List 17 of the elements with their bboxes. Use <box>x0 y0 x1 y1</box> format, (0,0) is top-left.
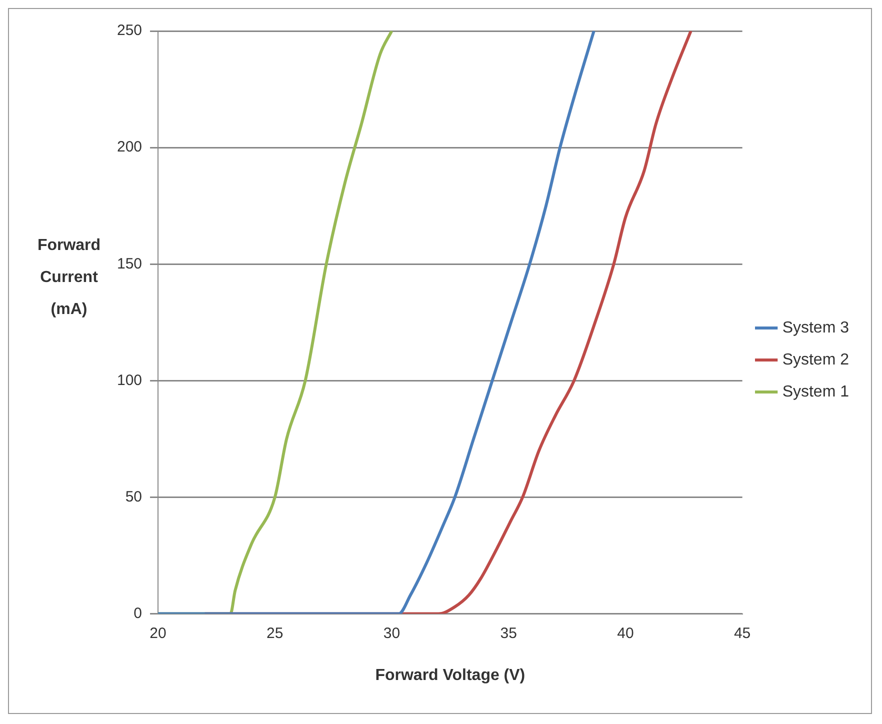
legend-label: System 3 <box>782 319 850 336</box>
x-tick-label: 25 <box>266 624 284 642</box>
x-tick-label: 35 <box>500 624 517 642</box>
x-tick-label: 40 <box>617 624 634 642</box>
y-tick-label: 100 <box>116 372 142 389</box>
legend-label: System 1 <box>782 383 850 400</box>
y-tick-label: 0 <box>134 604 142 622</box>
y-tick-label: 250 <box>116 22 142 40</box>
y-tick-label: 200 <box>116 138 142 156</box>
x-axis-title: Forward Voltage (V) <box>375 666 526 684</box>
y-tick-label: 150 <box>116 255 142 272</box>
legend-label: System 2 <box>782 351 850 368</box>
x-tick-label: 20 <box>150 624 166 642</box>
y-tick-label: 50 <box>125 488 142 506</box>
x-tick-label: 45 <box>734 624 751 642</box>
y-axis-title: Forward Current (mA) <box>37 236 101 318</box>
x-tick-label: 30 <box>383 624 400 642</box>
